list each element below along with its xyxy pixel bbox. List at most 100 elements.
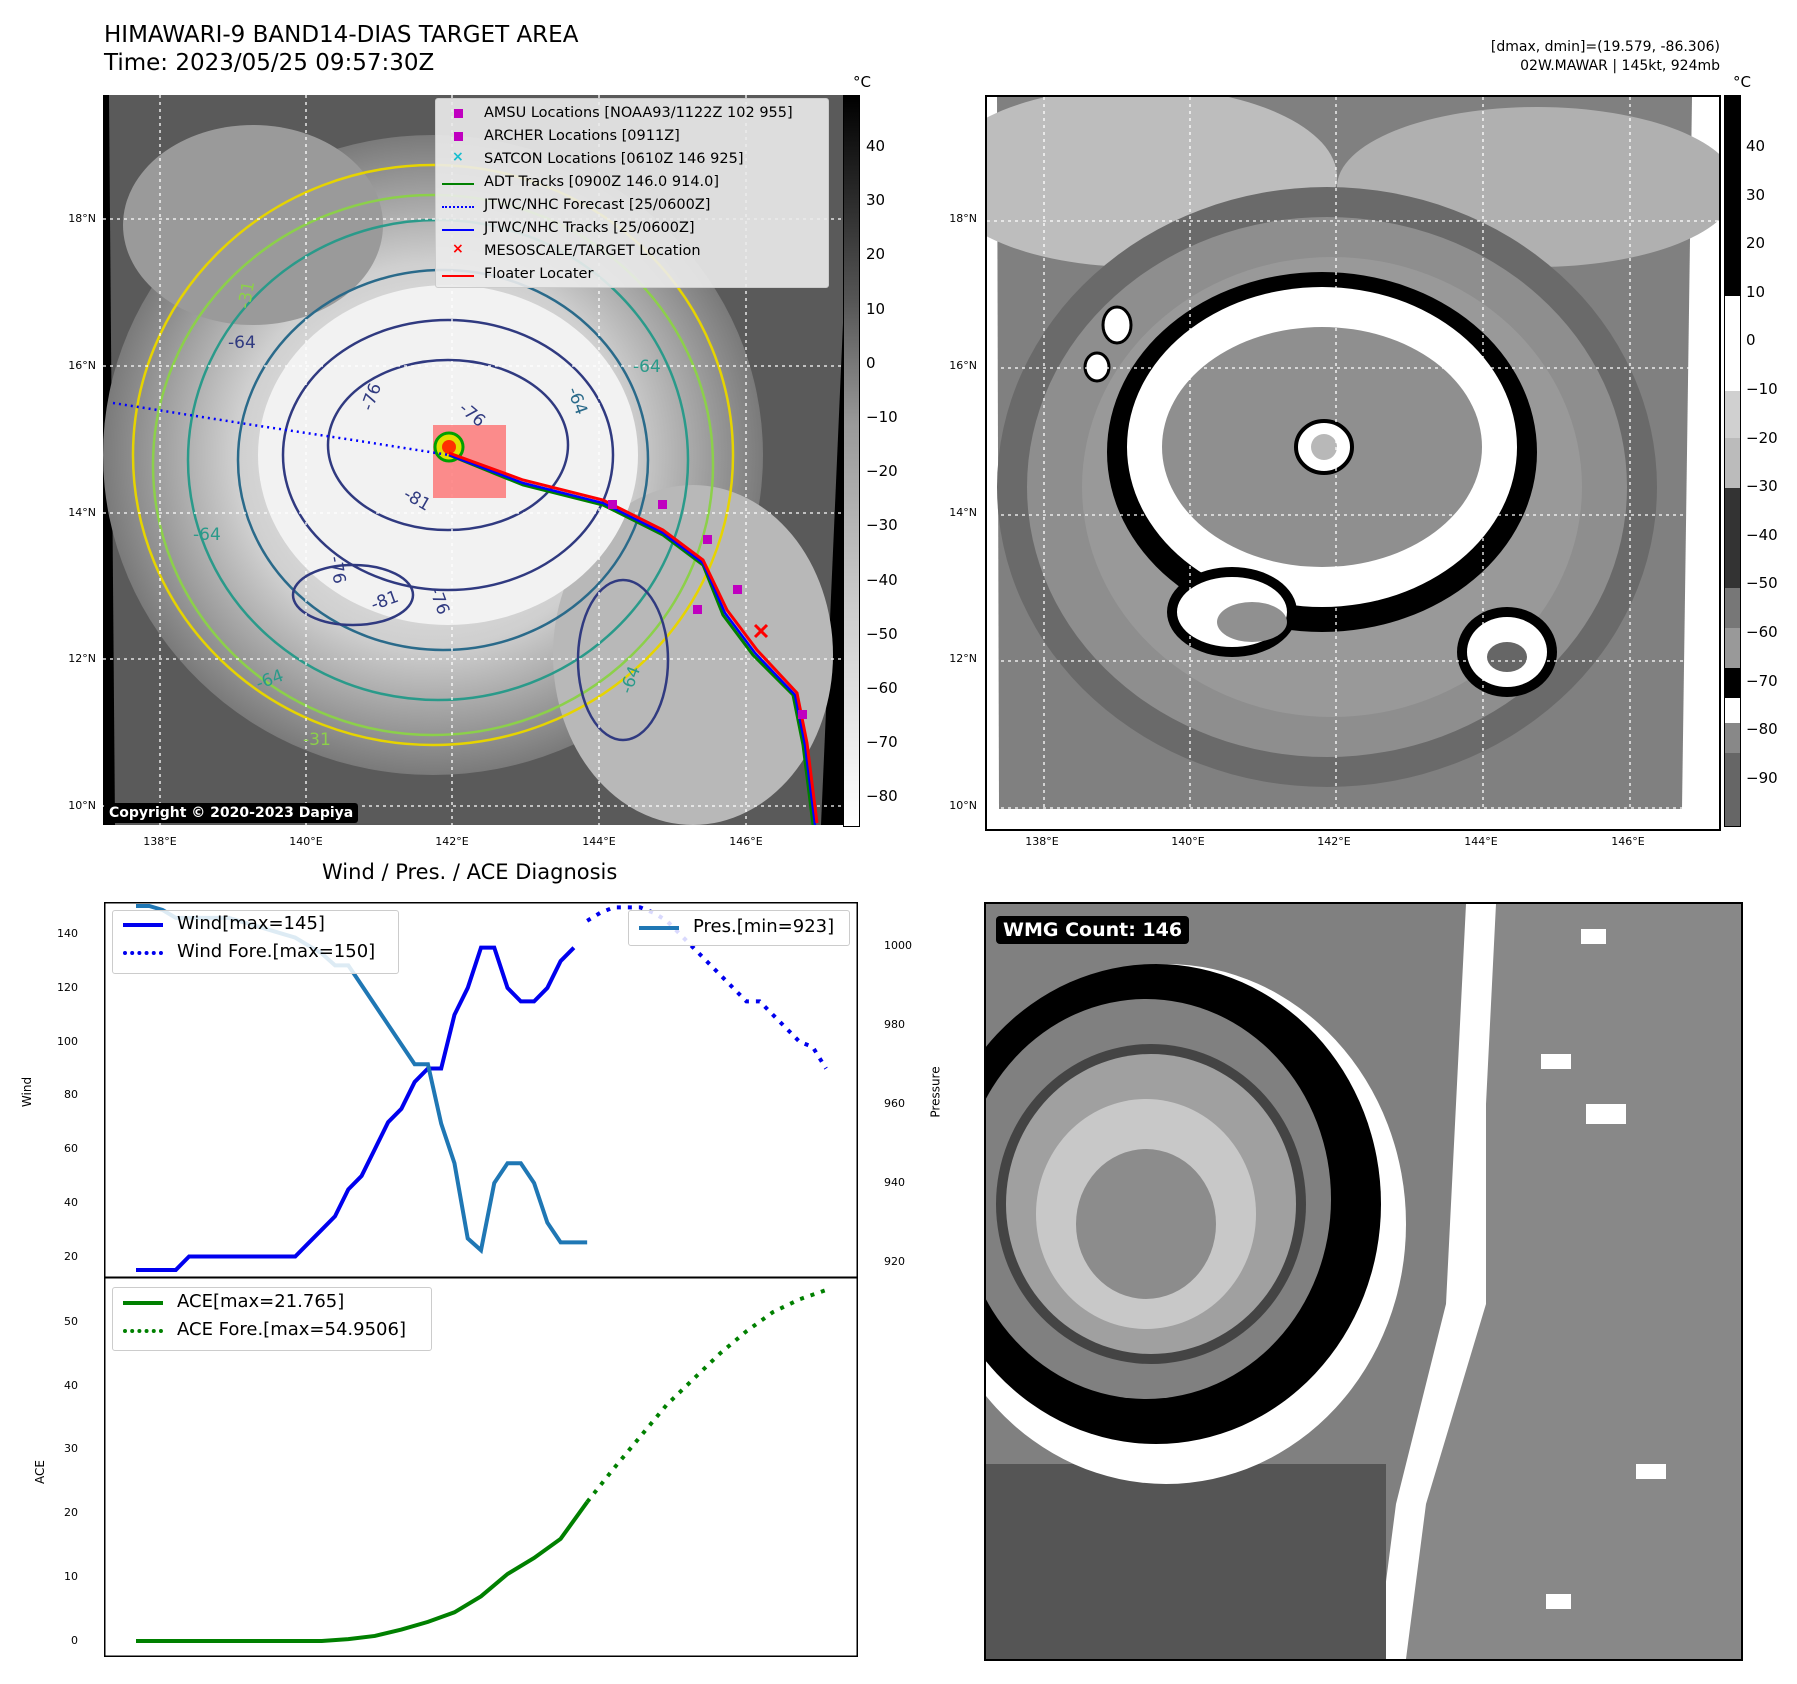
latitude-label: 18°N <box>949 212 977 225</box>
latitude-label: 10°N <box>949 799 977 812</box>
map-legend: AMSU Locations [NOAA93/1122Z 102 955] ARC… <box>435 98 829 288</box>
colorbar-tick: −60 <box>1746 623 1778 641</box>
pressure-tick-label: 940 <box>884 1176 905 1189</box>
legend-entry: Floater Locater <box>436 266 826 286</box>
legend-marker: × <box>452 149 464 165</box>
ace-chart: ACE[max=21.765] ACE Fore.[max=54.9506] <box>104 1277 858 1657</box>
latitude-label: 12°N <box>68 652 96 665</box>
wind-forecast-legend-line <box>123 951 163 955</box>
wind-series-line <box>136 945 576 1272</box>
colorbar-right <box>1724 95 1741 827</box>
ace-tick-label: 40 <box>64 1378 78 1392</box>
longitude-label: 142°E <box>1317 835 1351 848</box>
legend-entry: × MESOSCALE/TARGET Location <box>436 241 826 263</box>
colorbar-tick: 30 <box>1746 185 1766 204</box>
wind-legend: Wind[max=145] Wind Fore.[max=150] <box>112 910 399 974</box>
wind-tick-label: 100 <box>57 1034 78 1048</box>
legend-entry: JTWC/NHC Forecast [25/0600Z] <box>436 197 826 217</box>
colorbar-tick: −80 <box>1746 720 1778 739</box>
ace-forecast-legend-label: ACE Fore.[max=54.9506] <box>177 1319 406 1340</box>
legend-label: AMSU Locations [NOAA93/1122Z 102 955] <box>484 105 793 121</box>
chart-title: HIMAWARI-9 BAND14-DIAS TARGET AREA <box>104 22 579 48</box>
wind-tick-label: 80 <box>64 1088 78 1102</box>
ace-tick-label: 10 <box>64 1570 78 1584</box>
colorbar-tick: −80 <box>866 787 898 806</box>
pressure-legend-label: Pres.[min=923] <box>693 916 835 937</box>
ace-forecast-series-line <box>585 1288 827 1504</box>
ace-tick-label: 50 <box>64 1314 78 1328</box>
colorbar-tick: −10 <box>866 408 898 426</box>
longitude-label: 138°E <box>143 835 177 848</box>
longitude-label: 144°E <box>1464 835 1498 848</box>
legend-entry: AMSU Locations [NOAA93/1122Z 102 955] <box>436 105 826 125</box>
longitude-label: 140°E <box>1171 835 1205 848</box>
legend-marker <box>454 109 463 118</box>
wind-tick-label: 120 <box>57 980 78 994</box>
legend-label: MESOSCALE/TARGET Location <box>484 243 701 259</box>
diagnosis-title: Wind / Pres. / ACE Diagnosis <box>322 860 618 884</box>
legend-label: Floater Locater <box>484 266 594 282</box>
timestamp: Time: 2023/05/25 09:57:30Z <box>104 50 435 76</box>
pressure-tick-label: 980 <box>884 1017 905 1031</box>
contour-label: -64 <box>193 525 221 545</box>
colorbar-tick: 10 <box>1746 282 1766 301</box>
colorbar-tick: 20 <box>866 245 886 264</box>
longitude-label: 146°E <box>1611 835 1645 848</box>
wind-forecast-legend-label: Wind Fore.[max=150] <box>177 941 376 962</box>
colorbar-tick: 30 <box>866 191 886 210</box>
wmg-count-badge: WMG Count: 146 <box>996 916 1190 944</box>
ace-tick-label: 30 <box>64 1442 78 1456</box>
colorbar-tick: −50 <box>866 624 898 643</box>
legend-marker <box>454 132 463 141</box>
latitude-label: 14°N <box>949 506 977 519</box>
contour-label: -64 <box>633 357 661 377</box>
pressure-tick-label: 1000 <box>884 938 912 952</box>
colorbar-tick: 10 <box>866 299 886 318</box>
colorbar-tick: −20 <box>866 462 898 481</box>
colorbar-unit: °C <box>853 73 871 91</box>
ace-tick-label: 0 <box>71 1634 78 1648</box>
legend-marker <box>442 206 474 208</box>
ace-forecast-legend-line <box>123 1329 163 1333</box>
longitude-label: 140°E <box>289 835 323 848</box>
pressure-legend-line <box>639 926 679 930</box>
legend-entry: JTWC/NHC Tracks [25/0600Z] <box>436 220 826 240</box>
contour-label: -64 <box>228 333 256 353</box>
legend-entry: ARCHER Locations [0911Z] <box>436 128 826 148</box>
colorbar-tick: −40 <box>866 570 898 589</box>
colorbar-tick: −10 <box>1746 380 1778 398</box>
wind-legend-label: Wind[max=145] <box>177 913 325 934</box>
longitude-label: 146°E <box>729 835 763 848</box>
dias-map-panel <box>985 95 1721 831</box>
colorbar-tick: −30 <box>866 516 898 535</box>
legend-entry: ADT Tracks [0900Z 146.0 914.0] <box>436 174 826 194</box>
wind-legend-line <box>123 923 163 927</box>
latitude-label: 12°N <box>949 652 977 665</box>
pressure-legend: Pres.[min=923] <box>628 910 850 946</box>
ace-series-line <box>136 1500 589 1644</box>
ace-legend: ACE[max=21.765] ACE Fore.[max=54.9506] <box>112 1287 432 1351</box>
longitude-label: 138°E <box>1025 835 1059 848</box>
pressure-axis-label: Pressure <box>928 1066 943 1118</box>
longitude-label: 142°E <box>435 835 469 848</box>
ace-legend-label: ACE[max=21.765] <box>177 1291 345 1312</box>
legend-marker: × <box>452 241 464 257</box>
colorbar-tick: −70 <box>866 733 898 752</box>
colorbar-tick: −50 <box>1746 574 1778 593</box>
longitude-label: 144°E <box>582 835 616 848</box>
ace-tick-label: 20 <box>64 1506 78 1520</box>
legend-label: SATCON Locations [0610Z 146 925] <box>484 151 744 167</box>
colorbar-left <box>843 95 860 827</box>
ace-axis-label: ACE <box>32 1460 47 1484</box>
ace-plot <box>104 1277 858 1657</box>
latitude-label: 10°N <box>68 799 96 812</box>
dmax-dmin-readout: [dmax, dmin]=(19.579, -86.306) <box>1490 39 1720 55</box>
colorbar-tick: 40 <box>1746 137 1766 155</box>
pressure-tick-label: 960 <box>884 1096 905 1110</box>
colorbar-tick: −20 <box>1746 428 1778 447</box>
legend-entry: × SATCON Locations [0610Z 146 925] <box>436 149 826 171</box>
latitude-label: 16°N <box>68 359 96 372</box>
latitude-label: 18°N <box>68 212 96 225</box>
pressure-tick-label: 920 <box>884 1255 905 1269</box>
wind-tick-label: 20 <box>64 1249 78 1263</box>
